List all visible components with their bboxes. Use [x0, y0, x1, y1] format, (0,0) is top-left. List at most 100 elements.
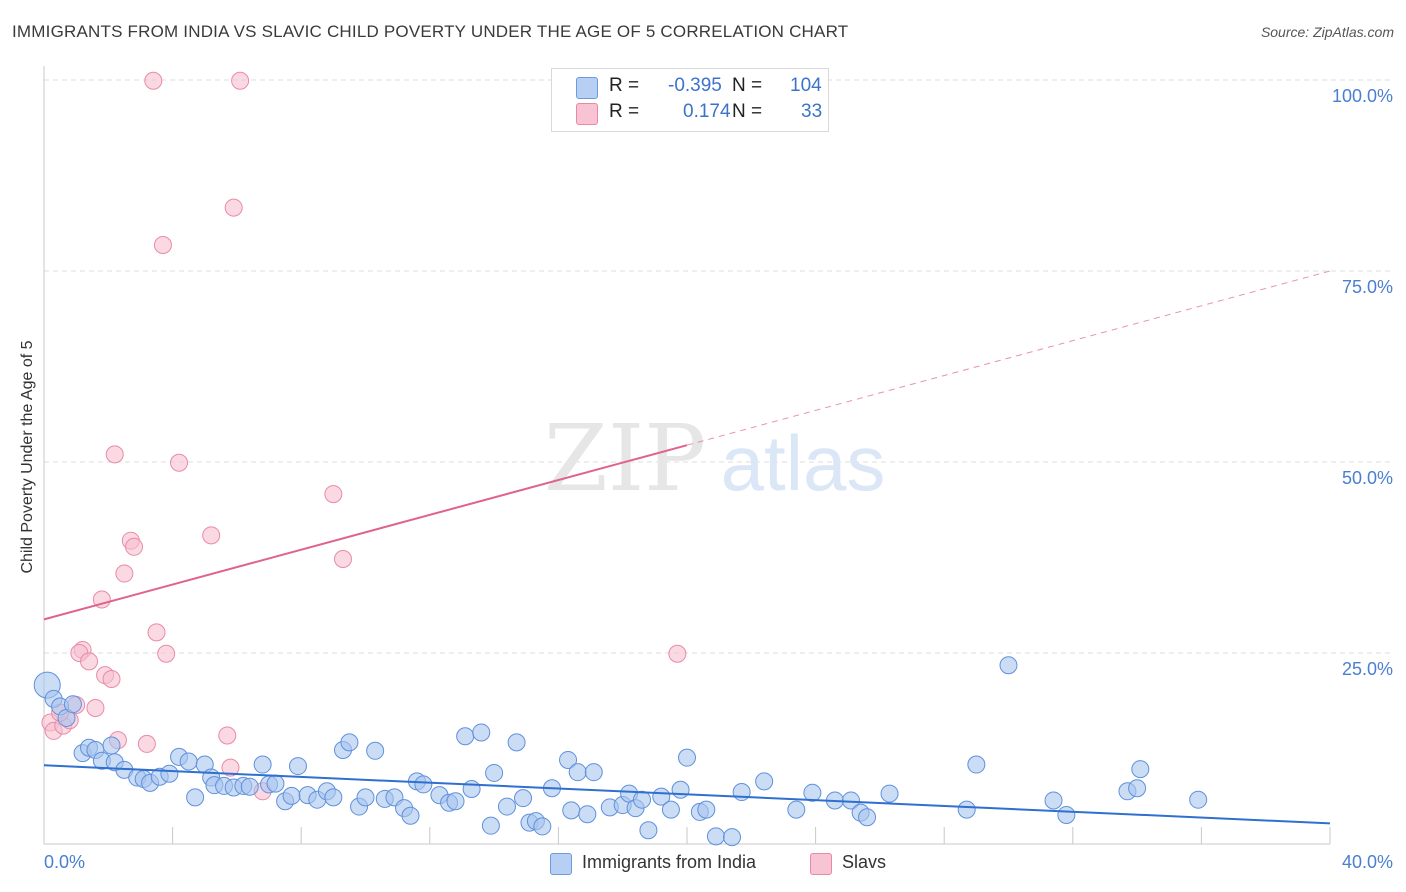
point-india: [497, 797, 516, 816]
point-india: [803, 783, 822, 802]
legend-row-slavs: R = 0.174 N = 33: [576, 101, 822, 125]
point-india: [678, 748, 696, 767]
point-india: [186, 788, 205, 807]
chart-title: IMMIGRANTS FROM INDIA VS SLAVIC CHILD PO…: [12, 22, 849, 41]
point-slavs: [218, 726, 237, 745]
point-india: [584, 763, 603, 782]
point-india: [102, 736, 121, 755]
point-india: [559, 750, 578, 769]
point-india: [999, 656, 1018, 675]
point-india: [472, 723, 491, 742]
point-india: [401, 806, 420, 825]
point-slavs: [224, 198, 243, 217]
point-slavs: [115, 564, 134, 583]
legend-n-label: N =: [732, 75, 763, 96]
point-india: [957, 800, 976, 819]
point-slavs: [668, 644, 687, 663]
point-india: [266, 774, 285, 793]
point-india: [568, 763, 587, 782]
y-tick-label-75: 75.0%: [1341, 277, 1393, 297]
point-india: [446, 792, 465, 811]
point-india: [578, 805, 597, 824]
point-slavs: [324, 485, 343, 504]
legend-row-india: R = -0.395 N = 104: [576, 75, 822, 99]
legend-swatch-india: [576, 77, 598, 99]
point-india: [661, 800, 680, 819]
point-india: [787, 800, 806, 819]
point-india: [462, 779, 481, 798]
point-india: [288, 757, 307, 776]
legend-swatch-slavs: [576, 103, 598, 125]
point-india: [366, 741, 385, 760]
point-india: [63, 695, 82, 714]
y-tick-label-50: 50.0%: [1341, 468, 1393, 488]
point-india: [562, 801, 581, 820]
legend-n-value-slavs: 33: [801, 101, 823, 122]
point-india: [340, 733, 359, 752]
point-india: [880, 784, 899, 803]
trend-line-slavs: [43, 444, 688, 621]
legend-swatch-slavs: [810, 853, 832, 875]
y-tick-label-100: 100.0%: [1331, 86, 1393, 106]
point-slavs: [102, 669, 121, 688]
point-slavs: [125, 537, 144, 556]
legend-r-value-slavs: 0.174: [683, 101, 731, 122]
point-india: [456, 727, 475, 746]
axes-layer: [43, 66, 1331, 845]
point-india: [858, 808, 877, 827]
point-india: [282, 786, 301, 805]
point-india: [967, 755, 986, 774]
grid-layer: [44, 79, 1394, 654]
point-india: [481, 816, 500, 835]
point-india: [507, 733, 526, 752]
point-india: [1057, 805, 1076, 824]
legend-r-value-india: -0.395: [668, 75, 722, 96]
point-india: [179, 752, 198, 771]
point-slavs: [333, 550, 352, 569]
trend-layer: [43, 270, 1331, 825]
y-tick-label-25: 25.0%: [1341, 659, 1393, 679]
point-india: [1131, 760, 1150, 779]
watermark-zip: ZIP: [544, 405, 706, 512]
legend-r-label: R =: [609, 75, 640, 96]
point-slavs: [92, 590, 111, 609]
point-india: [639, 821, 658, 840]
point-india: [160, 764, 179, 783]
stats-legend: R = -0.395 N = 104 R = 0.174 N = 33: [551, 68, 829, 132]
points-layer: [33, 71, 1208, 847]
point-india: [697, 800, 716, 819]
point-slavs: [157, 644, 176, 663]
point-india: [253, 755, 272, 774]
source-label: Source: ZipAtlas.com: [1260, 24, 1394, 40]
point-india: [356, 788, 375, 807]
point-slavs: [153, 236, 172, 255]
point-slavs: [86, 699, 105, 718]
point-slavs: [231, 71, 250, 90]
point-india: [485, 763, 504, 782]
point-india: [671, 780, 690, 799]
point-india: [1044, 791, 1063, 810]
trend-extension-slavs: [686, 270, 1331, 446]
point-slavs: [170, 453, 189, 472]
point-india: [1128, 779, 1147, 798]
watermark-atlas: atlas: [721, 419, 886, 507]
point-india: [533, 817, 552, 836]
point-india: [755, 772, 774, 791]
point-india: [414, 775, 433, 794]
trend-line-india: [43, 764, 1331, 825]
point-india: [324, 788, 343, 807]
point-slavs: [80, 652, 99, 671]
point-slavs: [221, 758, 240, 777]
legend-label-slavs: Slavs: [842, 852, 887, 872]
legend-label-india: Immigrants from India: [582, 852, 757, 872]
x-tick-label-min: 0.0%: [44, 852, 86, 872]
legend-n-label: N =: [732, 101, 763, 122]
point-india: [514, 789, 533, 808]
point-slavs: [137, 734, 156, 753]
point-slavs: [147, 623, 166, 642]
point-slavs: [105, 445, 124, 464]
point-slavs: [144, 71, 163, 90]
legend-n-value-india: 104: [790, 75, 822, 96]
legend-swatch-india: [550, 853, 572, 875]
